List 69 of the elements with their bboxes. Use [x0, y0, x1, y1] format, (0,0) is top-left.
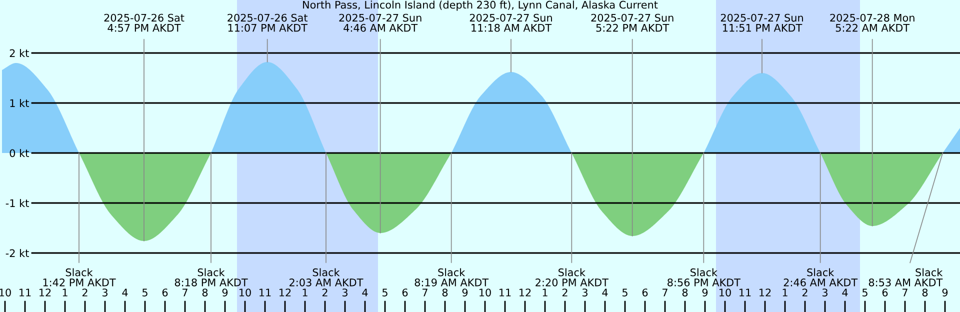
y-tick-label: 2 kt	[10, 49, 29, 57]
x-tick-label: 12	[760, 288, 771, 296]
x-tick-label: 12	[280, 288, 291, 296]
x-tick-label: 7	[662, 288, 668, 296]
y-tick-label: -2 kt	[6, 249, 29, 257]
x-tick-label: 1	[542, 288, 548, 296]
annotation: 2025-07-27 Sun 4:46 AM AKDT	[339, 14, 422, 32]
x-tick-label: 6	[402, 288, 408, 296]
x-tick-label: 5	[622, 288, 628, 296]
annotation: Slack 8:18 PM AKDT	[174, 268, 248, 286]
x-tick-label: 2	[322, 288, 328, 296]
annotation: 2025-07-27 Sun 5:22 PM AKDT	[591, 14, 674, 32]
x-tick-label: 10	[720, 288, 731, 296]
chart-title: North Pass, Lincoln Island (depth 230 ft), Lynn Canal, Alaska Current	[303, 0, 658, 11]
x-tick-label: 5	[382, 288, 388, 296]
annotation: Slack 8:53 AM AKDT	[868, 268, 943, 286]
x-tick-label: 2	[802, 288, 808, 296]
annotation: Slack 1:42 PM AKDT	[43, 268, 116, 286]
x-tick-label: 2	[562, 288, 568, 296]
x-tick-label: 10	[240, 288, 251, 296]
x-tick-label: 11	[260, 288, 271, 296]
annotation: 2025-07-27 Sun 11:18 AM AKDT	[470, 14, 552, 32]
x-tick-label: 7	[902, 288, 908, 296]
y-tick-label: -1 kt	[6, 199, 29, 207]
annotation: 2025-07-26 Sat 4:57 PM AKDT	[104, 14, 184, 32]
x-tick-label: 11	[500, 288, 511, 296]
x-tick-label: 8	[442, 288, 448, 296]
annotation: Slack 8:56 PM AKDT	[668, 268, 741, 286]
x-tick-label: 8	[202, 288, 208, 296]
x-tick-label: 3	[582, 288, 588, 296]
annotation: Slack 8:19 AM AKDT	[414, 268, 489, 286]
x-tick-label: 11	[20, 288, 31, 296]
annotation: Slack 2:20 PM AKDT	[536, 268, 609, 286]
x-tick-label: 9	[942, 288, 948, 296]
annotation: 2025-07-26 Sat 11:07 PM AKDT	[228, 14, 308, 32]
annotation: 2025-07-27 Sun 11:51 PM AKDT	[720, 14, 803, 32]
x-tick-label: 6	[642, 288, 648, 296]
x-tick-label: 4	[842, 288, 848, 296]
x-tick-label: 6	[882, 288, 888, 296]
y-tick-label: 1 kt	[10, 99, 29, 107]
annotation: Slack 2:46 AM AKDT	[784, 268, 858, 286]
x-tick-label: 5	[862, 288, 868, 296]
x-tick-label: 1	[782, 288, 788, 296]
x-tick-label: 8	[682, 288, 688, 296]
x-tick-label: 10	[0, 288, 11, 296]
x-tick-label: 5	[142, 288, 148, 296]
x-tick-label: 7	[182, 288, 188, 296]
x-tick-label: 9	[702, 288, 708, 296]
x-tick-label: 1	[302, 288, 308, 296]
x-tick-label: 12	[40, 288, 51, 296]
x-tick-label: 10	[480, 288, 491, 296]
annotation: Slack 2:03 AM AKDT	[290, 268, 364, 286]
annotation: 2025-07-28 Mon 5:22 AM AKDT	[830, 14, 914, 32]
x-tick-label: 4	[122, 288, 128, 296]
x-tick-label: 11	[740, 288, 751, 296]
x-tick-label: 12	[520, 288, 531, 296]
x-tick-label: 6	[162, 288, 168, 296]
x-tick-label: 8	[922, 288, 928, 296]
x-tick-label: 3	[822, 288, 828, 296]
x-tick-label: 2	[82, 288, 88, 296]
x-tick-label: 9	[222, 288, 228, 296]
x-tick-label: 3	[342, 288, 348, 296]
x-tick-label: 4	[602, 288, 608, 296]
x-tick-label: 4	[362, 288, 368, 296]
x-tick-label: 9	[462, 288, 468, 296]
x-tick-label: 3	[102, 288, 108, 296]
x-tick-label: 1	[62, 288, 68, 296]
x-tick-label: 7	[422, 288, 428, 296]
y-tick-label: 0 kt	[10, 149, 29, 158]
